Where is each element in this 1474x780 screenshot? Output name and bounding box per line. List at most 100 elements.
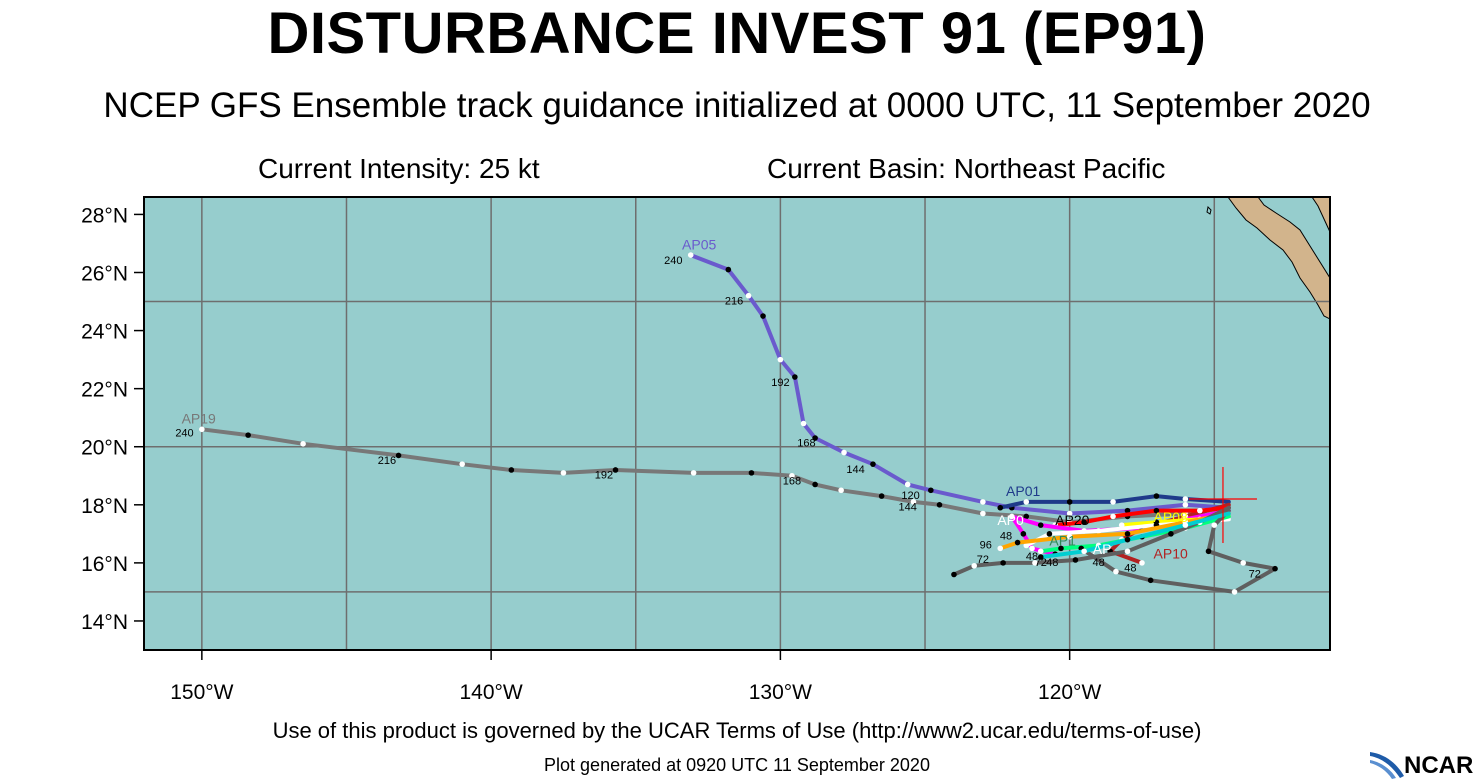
hour-label: 72	[1249, 568, 1261, 580]
track-point	[395, 452, 402, 459]
track-point	[838, 487, 844, 494]
track-point	[1153, 493, 1160, 499]
track-point	[1037, 554, 1044, 560]
track-point	[459, 461, 465, 467]
track-point	[560, 470, 567, 476]
hour-label: 144	[846, 464, 864, 476]
hour-label: 48	[1092, 557, 1104, 569]
track-point	[1110, 499, 1116, 505]
track-point	[1211, 522, 1218, 528]
hour-label: 144	[898, 502, 916, 514]
track-point	[841, 449, 847, 456]
track-point	[1182, 496, 1189, 502]
track-point	[928, 487, 934, 494]
model-label-ap: AP	[1093, 541, 1112, 557]
track-point	[1095, 528, 1102, 534]
model-label-ap01: AP01	[1006, 483, 1040, 499]
current-basin: Current Basin: Northeast Pacific	[767, 153, 1166, 184]
track-point	[910, 499, 917, 505]
lat-tick-label: 20°N	[81, 437, 128, 460]
track-point	[1081, 519, 1087, 526]
lat-tick-label: 16°N	[81, 553, 128, 576]
track-point	[725, 266, 732, 273]
hour-label: 72	[1035, 557, 1047, 569]
track-point	[1182, 502, 1189, 508]
axis-ticks-and-labels: 28°N 26°N 24°N 22°N 20°N 18°N 16°N 14°N 150°W 140…	[81, 204, 1101, 704]
track-point	[1124, 531, 1131, 537]
model-label-ap1: AP1	[1049, 532, 1076, 548]
track-point	[1081, 548, 1087, 555]
track-point	[760, 313, 766, 319]
track-point	[245, 432, 251, 438]
lat-tick-label: 28°N	[81, 204, 128, 227]
hour-label: 216	[725, 295, 743, 307]
track-point	[789, 472, 795, 479]
track-point	[870, 461, 876, 467]
track-point	[1037, 548, 1044, 555]
track-point	[997, 504, 1004, 511]
track-point	[1066, 533, 1073, 540]
track-point	[687, 252, 694, 258]
track-ap19	[199, 427, 1231, 525]
hour-label: 216	[378, 455, 396, 467]
ncar-logo-text: NCAR	[1404, 752, 1474, 779]
hour-label: 48	[1026, 551, 1038, 563]
track-point	[1168, 531, 1174, 537]
lat-tick-label: 18°N	[81, 495, 128, 518]
current-intensity: Current Intensity: 25 kt	[258, 153, 540, 184]
lat-tick-label: 24°N	[81, 321, 128, 344]
track-point	[1066, 510, 1073, 517]
lon-tick-label: 150°W	[170, 681, 233, 704]
track-point	[792, 374, 798, 380]
lon-tick-label: 140°W	[459, 681, 522, 704]
track-point	[812, 435, 818, 441]
model-label-ap20: AP20	[1055, 512, 1089, 528]
track-ap20	[1053, 505, 1231, 528]
track-point	[980, 510, 986, 517]
generated-time: Plot generated at 0920 UTC 11 September …	[544, 755, 930, 775]
ensemble-tracks	[199, 252, 1278, 595]
ncar-logo-icon	[1370, 752, 1404, 779]
track-point	[878, 493, 885, 499]
hour-label: 72	[977, 554, 989, 566]
track-point	[1058, 545, 1064, 552]
hour-label: 168	[797, 438, 815, 450]
hour-label: 192	[771, 377, 789, 389]
track-point	[812, 481, 818, 488]
track-point	[1139, 560, 1145, 566]
track-point	[980, 499, 986, 505]
track-point	[1037, 522, 1044, 528]
model-label-ap05: AP05	[682, 236, 716, 252]
track-point	[936, 502, 943, 508]
track-point	[748, 470, 755, 476]
track-point	[199, 426, 205, 433]
lon-tick-label: 120°W	[1038, 681, 1101, 704]
track-point	[690, 470, 697, 476]
lat-tick-label: 14°N	[81, 611, 128, 634]
track-point	[1153, 507, 1160, 514]
terms-of-use: Use of this product is governed by the U…	[272, 718, 1202, 743]
track-ap05	[688, 253, 1231, 516]
track-point	[997, 545, 1004, 552]
track-point	[800, 420, 807, 427]
track-point	[1240, 560, 1247, 566]
track-point	[1182, 522, 1189, 528]
track-point	[1124, 507, 1131, 514]
hour-label: 192	[595, 470, 613, 482]
lat-tick-label: 26°N	[81, 263, 128, 286]
hour-label: 240	[175, 428, 193, 440]
track-point	[300, 441, 306, 447]
track-point	[1272, 565, 1278, 572]
track-point	[1110, 513, 1116, 520]
track-point	[1029, 545, 1035, 552]
model-labels: AP05 AP19 AP01 AP20 AP10 AP0 AP1 AP AP08	[182, 236, 1188, 561]
plot-frame	[143, 196, 1331, 651]
lat-tick-label: 22°N	[81, 379, 128, 402]
hour-label: 168	[783, 475, 801, 487]
track-point	[1020, 531, 1027, 537]
hour-label: 48	[1000, 531, 1012, 543]
track-point	[1124, 548, 1131, 555]
baja-california-land	[1227, 197, 1330, 320]
model-label-ap0: AP0	[997, 512, 1024, 528]
